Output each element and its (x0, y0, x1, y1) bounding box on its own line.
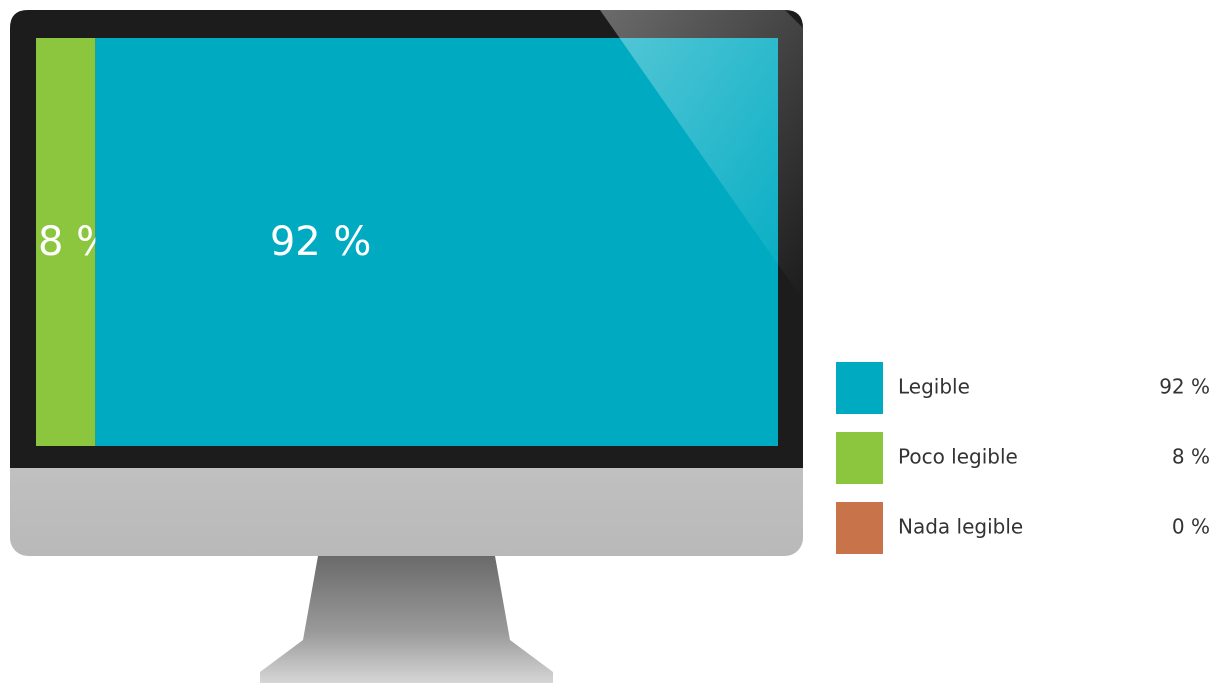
legend-label: Nada legible (898, 515, 1023, 539)
monitor-stand (260, 556, 553, 683)
bar-label: 92 % (270, 219, 372, 265)
legend-value: 8 % (1172, 445, 1210, 469)
legend-value: 0 % (1172, 515, 1210, 539)
legend-label: Legible (898, 375, 970, 399)
legend-swatch (836, 502, 883, 554)
legend-label: Poco legible (898, 445, 1018, 469)
legend-swatch (836, 432, 883, 484)
chart: 8 % 92 % Legible 92 % Poco legible 8 % Nada l… (0, 0, 1221, 683)
legend: Legible 92 % Poco legible 8 % Nada legible 0 … (836, 362, 1210, 554)
legend-swatch (836, 362, 883, 414)
legend-value: 92 % (1159, 375, 1210, 399)
